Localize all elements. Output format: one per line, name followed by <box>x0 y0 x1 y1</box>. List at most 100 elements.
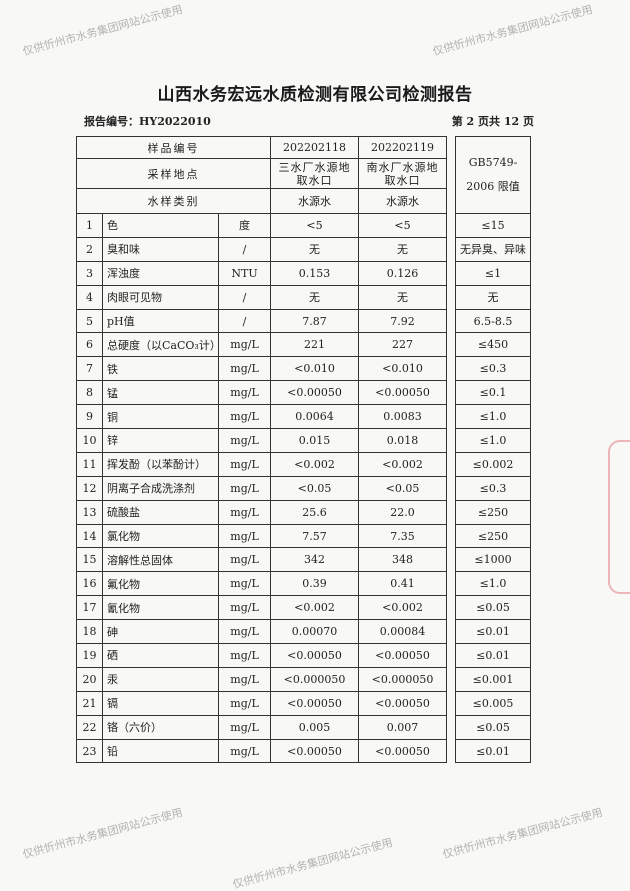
limit-row: ≤0.05 <box>455 595 531 621</box>
item-number: 18 <box>76 619 103 645</box>
location-1: 三水厂水源地取水口 <box>270 158 360 189</box>
result-sample-1: 0.153 <box>270 260 360 286</box>
result-sample-2: 22.0 <box>358 499 448 525</box>
item-unit: mg/L <box>217 643 272 668</box>
item-unit: mg/L <box>217 666 272 692</box>
limit-value: ≤1000 <box>455 547 531 573</box>
item-unit: mg/L <box>217 571 272 597</box>
limit-row: ≤1.0 <box>455 571 531 597</box>
table-row: 9 铜 mg/L 0.0064 0.0083 <box>76 404 448 430</box>
watermark-text: 仅供忻州市水务集团网站公示使用 <box>21 805 185 862</box>
table-row: 22 铬（六价） mg/L 0.005 0.007 <box>76 714 448 740</box>
item-name: 铁 <box>102 356 219 382</box>
item-number: 17 <box>76 595 103 621</box>
table-row: 18 砷 mg/L 0.00070 0.00084 <box>76 619 448 645</box>
result-sample-1: 无 <box>270 284 360 310</box>
table-row: 11 挥发酚（以苯酚计） mg/L <0.002 <0.002 <box>76 451 448 477</box>
result-sample-1: <0.002 <box>270 451 360 477</box>
result-sample-2: 0.0083 <box>358 404 448 430</box>
result-sample-1: 0.005 <box>270 714 360 740</box>
table-row: 1 色度 <5 <5 <box>76 213 448 238</box>
result-sample-2: <0.002 <box>358 451 448 477</box>
item-name: 臭和味 <box>102 236 219 262</box>
table-row: 3 浑浊度 NTU 0.153 0.126 <box>76 260 448 286</box>
item-number: 10 <box>76 428 103 453</box>
limit-value: 无 <box>455 284 531 310</box>
result-sample-2: <0.002 <box>358 595 448 621</box>
result-sample-1: <0.05 <box>270 475 360 501</box>
item-number: 15 <box>76 547 103 573</box>
limit-value: ≤0.3 <box>455 356 531 382</box>
limit-row: ≤0.002 <box>455 451 531 477</box>
result-sample-1: <0.00050 <box>270 738 360 764</box>
item-number: 4 <box>76 284 103 310</box>
item-number: 3 <box>76 260 103 286</box>
item-number: 7 <box>76 356 103 382</box>
item-unit: mg/L <box>217 380 272 406</box>
result-sample-1: <0.002 <box>270 595 360 621</box>
result-sample-1: 0.0064 <box>270 404 360 430</box>
result-sample-2: <0.000050 <box>358 666 448 692</box>
item-unit: 度 <box>217 213 272 238</box>
item-number: 6 <box>76 332 103 358</box>
type-1: 水源水 <box>270 188 360 214</box>
item-name: 氰化物 <box>102 595 219 621</box>
result-sample-1: 25.6 <box>270 499 360 525</box>
result-sample-2: 7.35 <box>358 523 448 549</box>
limit-row: ≤1000 <box>455 547 531 573</box>
item-name: 硒 <box>102 643 219 668</box>
limit-value: ≤0.01 <box>455 619 531 645</box>
item-number: 1 <box>76 213 103 238</box>
table-row: 7 铁 mg/L <0.010 <0.010 <box>76 356 448 382</box>
result-sample-2: <5 <box>358 213 448 238</box>
item-name: 氟化物 <box>102 571 219 597</box>
result-sample-2: 7.92 <box>358 308 448 334</box>
result-sample-2: <0.05 <box>358 475 448 501</box>
item-name: 铅 <box>102 738 219 764</box>
item-number: 8 <box>76 380 103 406</box>
watermark-text: 仅供忻州市水务集团网站公示使用 <box>231 835 395 891</box>
table-row: 17 氰化物 mg/L <0.002 <0.002 <box>76 595 448 621</box>
item-number: 16 <box>76 571 103 597</box>
item-number: 12 <box>76 475 103 501</box>
result-sample-1: 221 <box>270 332 360 358</box>
item-name: 色 <box>102 213 219 238</box>
table-row: 19 硒 mg/L <0.00050 <0.00050 <box>76 643 448 668</box>
result-sample-2: 无 <box>358 284 448 310</box>
result-sample-2: 227 <box>358 332 448 358</box>
result-sample-2: 348 <box>358 547 448 573</box>
limit-row: 6.5-8.5 <box>455 308 531 334</box>
sample-no-label: 样品编号 <box>75 136 272 159</box>
header-row-location: 采样地点 三水厂水源地取水口 南水厂水源地取水口 <box>75 158 448 189</box>
limit-row: ≤0.001 <box>455 666 531 692</box>
result-sample-1: 0.015 <box>270 428 360 453</box>
limit-value: ≤1 <box>455 260 531 286</box>
item-number: 9 <box>76 404 103 430</box>
table-row: 10 锌 mg/L 0.015 0.018 <box>76 428 448 453</box>
item-unit: / <box>217 308 272 334</box>
result-sample-1: 7.57 <box>270 523 360 549</box>
result-sample-1: <0.010 <box>270 356 360 382</box>
watermark-text: 仅供忻州市水务集团网站公示使用 <box>441 805 605 862</box>
limit-value: ≤1.0 <box>455 404 531 430</box>
limit-value: ≤15 <box>455 213 531 238</box>
result-sample-2: <0.00050 <box>358 380 448 406</box>
limit-value: ≤250 <box>455 523 531 549</box>
limit-value: ≤0.1 <box>455 380 531 406</box>
item-name: 锌 <box>102 428 219 453</box>
item-unit: mg/L <box>217 690 272 716</box>
item-unit: mg/L <box>217 595 272 621</box>
limit-row: ≤1 <box>455 260 531 286</box>
sample-no-2: 202202119 <box>358 136 448 159</box>
item-number: 11 <box>76 451 103 477</box>
limit-row: ≤0.3 <box>455 356 531 382</box>
limit-value: ≤0.05 <box>455 714 531 740</box>
limit-value: ≤1.0 <box>455 571 531 597</box>
table-row: 21 镉 mg/L <0.00050 <0.00050 <box>76 690 448 716</box>
item-name: 总硬度（以CaCO₃计） <box>102 332 219 358</box>
item-unit: mg/L <box>217 523 272 549</box>
limit-row: 无异臭、异味 <box>455 236 531 262</box>
result-sample-2: 0.41 <box>358 571 448 597</box>
type-label: 水样类别 <box>75 188 272 214</box>
table-row: 12 阴离子合成洗涤剂 mg/L <0.05 <0.05 <box>76 475 448 501</box>
